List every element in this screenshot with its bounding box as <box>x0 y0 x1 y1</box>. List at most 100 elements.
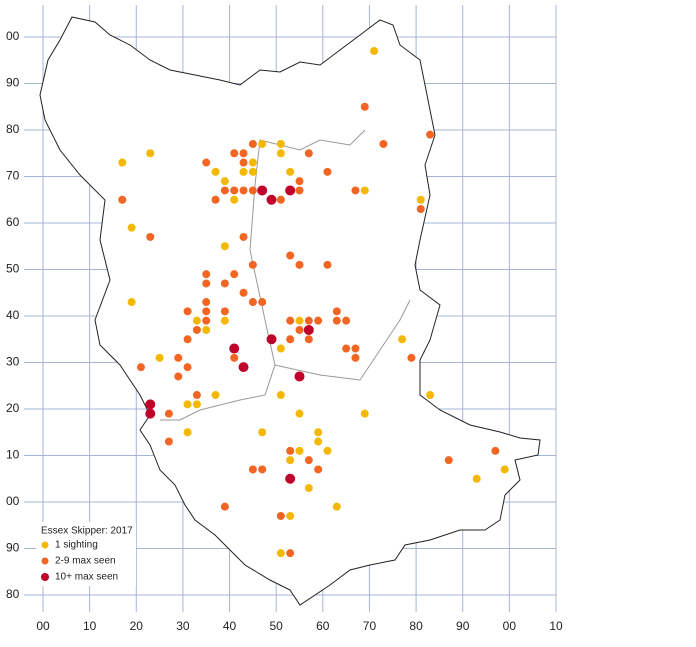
dot <box>416 205 425 214</box>
dot <box>332 316 341 325</box>
dot <box>202 307 211 316</box>
dot <box>314 465 323 474</box>
dot <box>239 288 248 297</box>
dot <box>351 353 360 362</box>
y-tick-label: 80 <box>6 587 20 601</box>
dot <box>211 391 220 400</box>
district-boundary <box>160 129 411 421</box>
dot <box>314 437 323 446</box>
dot <box>248 186 257 195</box>
dot <box>202 158 211 167</box>
dot <box>276 139 285 148</box>
dot <box>379 139 388 148</box>
dot <box>127 298 136 307</box>
legend-box <box>36 522 136 586</box>
dot <box>295 325 304 334</box>
dot <box>164 437 173 446</box>
dot <box>304 149 313 158</box>
dot <box>145 408 156 419</box>
dot <box>239 232 248 241</box>
dot <box>248 167 257 176</box>
dot <box>295 177 304 186</box>
y-tick-label: 40 <box>6 308 20 322</box>
y-tick-label: 00 <box>6 494 20 508</box>
dot <box>118 195 127 204</box>
legend-marker <box>41 541 49 549</box>
dot <box>164 409 173 418</box>
county-outline <box>39 16 541 606</box>
y-tick-label: 00 <box>6 29 20 43</box>
dot <box>286 335 295 344</box>
dot <box>192 400 201 409</box>
dot <box>295 446 304 455</box>
dot <box>266 194 277 205</box>
dot <box>229 343 240 354</box>
x-tick-label: 20 <box>130 619 144 633</box>
dot <box>286 251 295 260</box>
dot <box>286 167 295 176</box>
x-tick-label: 80 <box>409 619 423 633</box>
dot <box>295 316 304 325</box>
dot <box>257 185 268 196</box>
dot <box>202 279 211 288</box>
dot <box>220 502 229 511</box>
legend: 1 sighting 2-9 max seen 10+ max seen <box>41 540 118 583</box>
dot <box>304 316 313 325</box>
dot <box>323 260 332 269</box>
dot <box>239 149 248 158</box>
dot <box>500 465 509 474</box>
dot <box>276 195 285 204</box>
dot <box>266 334 277 345</box>
legend-label: 10+ max seen <box>55 572 118 583</box>
dot <box>342 316 351 325</box>
dot <box>258 139 267 148</box>
dot <box>286 511 295 520</box>
dot <box>248 139 257 148</box>
dot <box>323 167 332 176</box>
dot <box>286 549 295 558</box>
dot <box>304 456 313 465</box>
dot <box>286 456 295 465</box>
dot <box>202 325 211 334</box>
dot <box>230 195 239 204</box>
dot <box>295 409 304 418</box>
y-tick-label: 50 <box>6 262 20 276</box>
dot <box>211 195 220 204</box>
dot <box>183 335 192 344</box>
dot <box>314 428 323 437</box>
dot <box>146 149 155 158</box>
dot <box>276 149 285 158</box>
dots <box>118 46 509 558</box>
dot <box>295 260 304 269</box>
dot <box>239 186 248 195</box>
x-tick-label: 30 <box>176 619 190 633</box>
dot <box>295 186 304 195</box>
dot <box>202 298 211 307</box>
dot <box>230 270 239 279</box>
dot <box>303 324 314 335</box>
dot <box>211 167 220 176</box>
y-tick-label: 80 <box>6 122 20 136</box>
dot <box>294 371 305 382</box>
dot <box>220 186 229 195</box>
dot <box>276 344 285 353</box>
dot <box>314 316 323 325</box>
dot <box>220 307 229 316</box>
dot <box>360 409 369 418</box>
dot <box>192 391 201 400</box>
dot <box>118 158 127 167</box>
y-tick-label: 10 <box>6 448 20 462</box>
x-tick-label: 90 <box>456 619 470 633</box>
dot <box>285 473 296 484</box>
x-tick-label: 40 <box>223 619 237 633</box>
legend-label: 1 sighting <box>55 540 98 551</box>
dot <box>220 177 229 186</box>
dot <box>360 102 369 111</box>
dot <box>192 316 201 325</box>
dot <box>285 185 296 196</box>
x-tick-label: 00 <box>36 619 50 633</box>
dot <box>416 195 425 204</box>
dot <box>146 232 155 241</box>
dot <box>342 344 351 353</box>
